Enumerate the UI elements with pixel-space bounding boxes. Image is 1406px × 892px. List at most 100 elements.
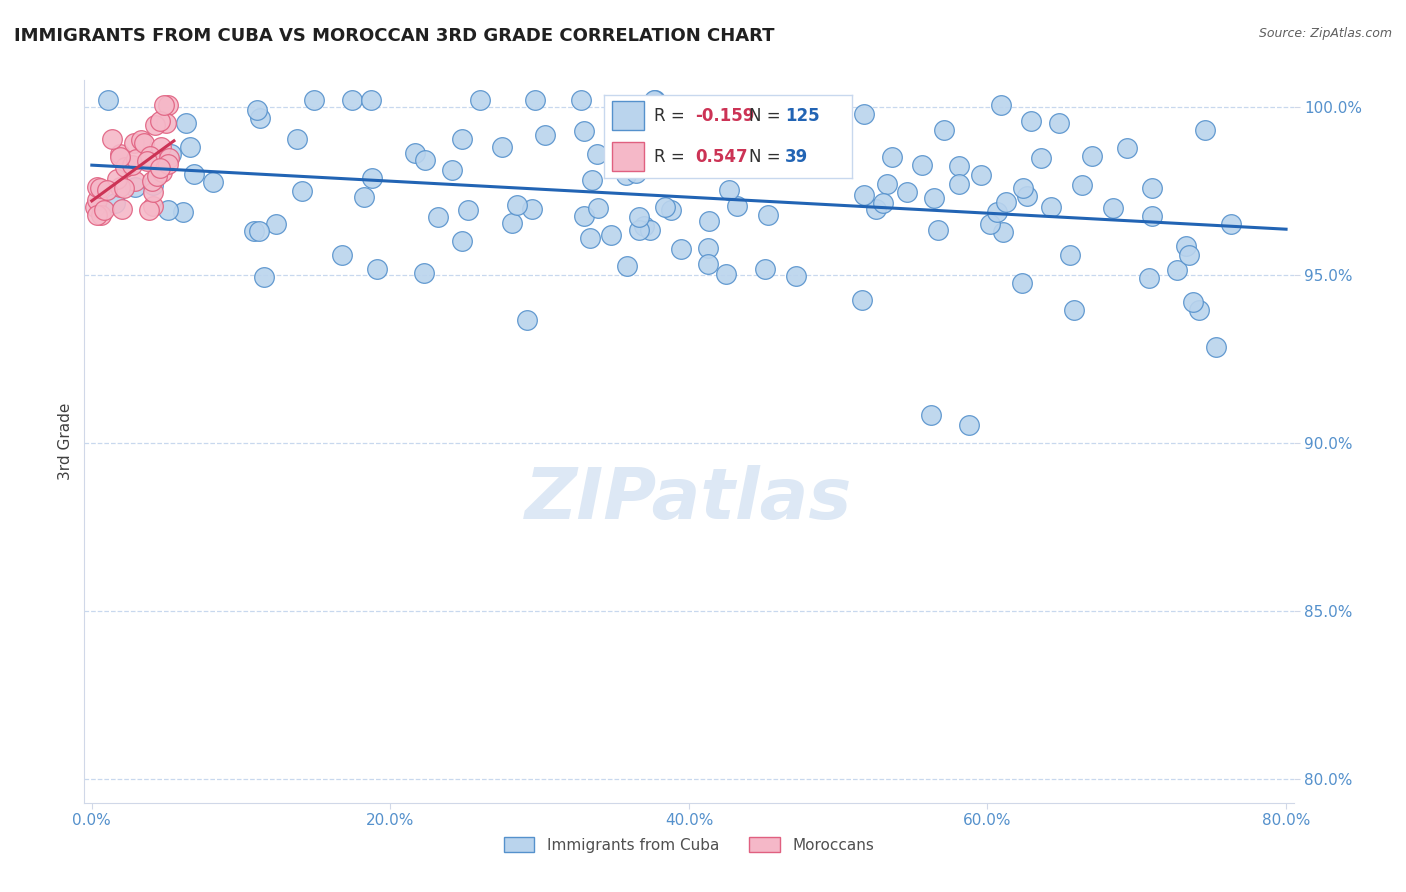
Point (243, 224, 266, 238)
Point (578, 230, 600, 244)
Point (714, 267, 737, 281)
Point (441, 162, 464, 177)
Point (100, 131, 122, 145)
Point (699, 214, 721, 228)
Point (825, 130, 848, 145)
Point (450, 234, 472, 248)
Point (108, 146, 131, 161)
Point (136, 153, 159, 168)
Point (599, 228, 621, 243)
Point (776, 154, 799, 169)
Point (990, 97, 1012, 112)
Point (179, 140, 201, 154)
Point (994, 194, 1017, 209)
Point (616, 260, 638, 274)
Point (172, 205, 194, 219)
Point (572, 209, 595, 223)
Point (366, 261, 388, 276)
Point (150, 165, 173, 179)
Point (108, 150, 131, 164)
Point (139, 148, 162, 162)
Point (413, 153, 436, 167)
Point (1188, 303, 1211, 318)
Point (1142, 209, 1164, 223)
Point (1063, 302, 1085, 317)
Point (468, 94, 491, 108)
Point (124, 179, 146, 194)
Point (1059, 248, 1081, 262)
Point (86, 194, 108, 208)
Point (948, 177, 970, 191)
Point (610, 127, 633, 141)
Point (1011, 181, 1033, 195)
Point (157, 157, 180, 171)
Point (353, 190, 375, 204)
Point (1029, 151, 1052, 165)
Point (159, 146, 181, 161)
Point (794, 154, 817, 169)
Point (1182, 295, 1205, 310)
Point (111, 202, 134, 216)
Point (360, 94, 382, 108)
Y-axis label: 3rd Grade: 3rd Grade (58, 403, 73, 480)
Point (146, 169, 169, 184)
Point (853, 188, 876, 202)
Point (671, 243, 693, 257)
Point (142, 178, 165, 192)
Point (718, 183, 741, 197)
Point (586, 146, 609, 161)
Point (413, 266, 436, 280)
Point (330, 248, 353, 262)
Point (291, 184, 314, 198)
Point (1175, 239, 1198, 253)
Point (948, 159, 970, 173)
Point (84, 200, 107, 214)
Point (153, 97, 176, 112)
Point (616, 168, 638, 182)
Point (1019, 113, 1042, 128)
Point (138, 202, 160, 217)
Point (643, 94, 665, 108)
Point (247, 224, 270, 238)
Point (920, 408, 942, 422)
Point (1137, 270, 1160, 285)
Point (1194, 123, 1216, 137)
Point (360, 171, 382, 186)
Point (659, 202, 682, 217)
Point (852, 106, 875, 120)
Legend: Immigrants from Cuba, Moroccans: Immigrants from Cuba, Moroccans (496, 829, 882, 860)
Point (927, 223, 949, 237)
Point (523, 94, 546, 108)
Point (183, 167, 205, 181)
Point (876, 177, 898, 191)
Point (756, 208, 779, 222)
Point (96, 184, 118, 198)
Point (155, 116, 177, 130)
Point (628, 211, 651, 225)
Point (851, 293, 873, 307)
Point (1047, 116, 1070, 130)
Point (156, 202, 179, 217)
Point (132, 136, 155, 150)
Point (581, 173, 603, 187)
Point (142, 199, 165, 213)
Point (125, 152, 148, 166)
Point (149, 114, 172, 128)
Point (672, 138, 695, 153)
Point (143, 118, 166, 132)
Point (285, 132, 308, 146)
Point (246, 103, 269, 117)
Point (157, 151, 180, 165)
Point (1071, 178, 1094, 192)
Point (122, 136, 145, 150)
Point (654, 200, 676, 214)
Point (911, 158, 934, 172)
Point (264, 217, 287, 231)
Point (1140, 180, 1163, 194)
Point (108, 179, 131, 194)
Point (922, 191, 945, 205)
Point (1219, 217, 1241, 231)
Point (90, 208, 112, 222)
Point (754, 261, 776, 276)
Point (588, 201, 610, 215)
